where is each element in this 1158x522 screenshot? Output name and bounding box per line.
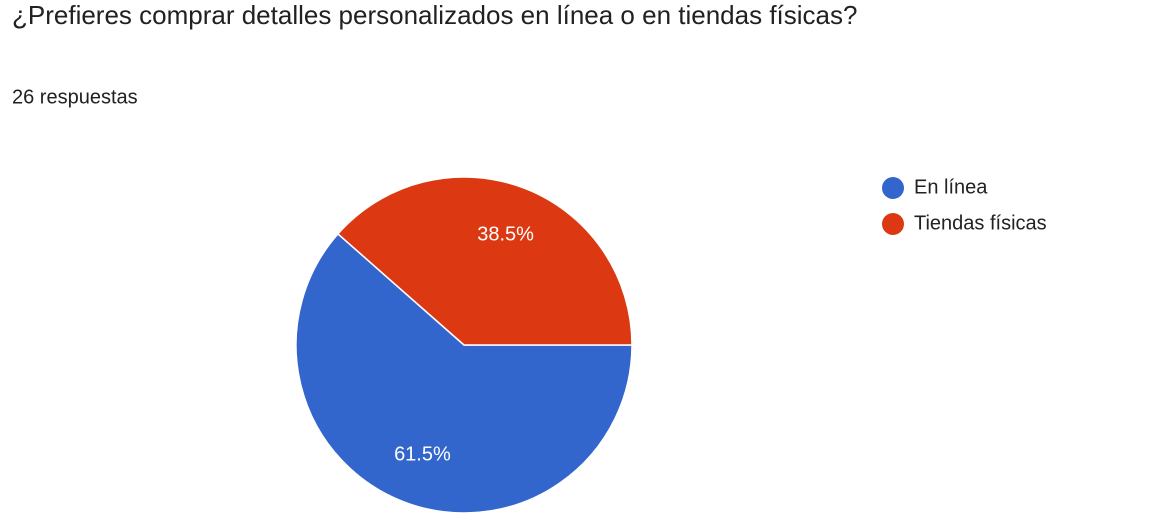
chart-title: ¿Prefieres comprar detalles personalizad…	[12, 0, 857, 30]
pie-slice	[295, 232, 633, 514]
legend-swatch	[882, 177, 904, 199]
legend-label: En línea	[914, 176, 988, 198]
slice-label: 61.5%	[394, 443, 451, 465]
slice-label: 38.5%	[477, 223, 534, 245]
pie-slice	[336, 176, 633, 346]
chart-subtitle: 26 respuestas	[12, 86, 138, 108]
legend-label: Tiendas físicas	[914, 212, 1047, 234]
legend-swatch	[882, 213, 904, 235]
